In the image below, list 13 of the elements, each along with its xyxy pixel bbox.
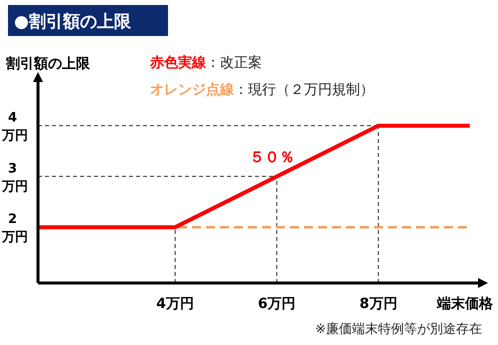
- y-tick-label: 2万円: [1, 212, 28, 246]
- text: 赤色実線：改正案: [149, 54, 262, 71]
- text: オレンジ点線：現行（２万円規制）: [150, 82, 374, 98]
- text: ※廉価端末特例等が別途存在: [315, 322, 482, 337]
- x-tick-label: 6万円: [258, 296, 296, 312]
- chart-title: ●割引額の上限: [14, 12, 132, 32]
- x-tick-label: 4万円: [156, 296, 194, 312]
- x-axis-title: 端末価格: [436, 296, 494, 312]
- y-axis-title: 割引額の上限: [5, 55, 91, 72]
- x-tick-label: 8万円: [360, 296, 398, 312]
- y-tick-label: 3万円: [1, 161, 28, 194]
- y-tick-label: 4万円: [1, 110, 28, 144]
- annotation: ５０％: [250, 148, 294, 166]
